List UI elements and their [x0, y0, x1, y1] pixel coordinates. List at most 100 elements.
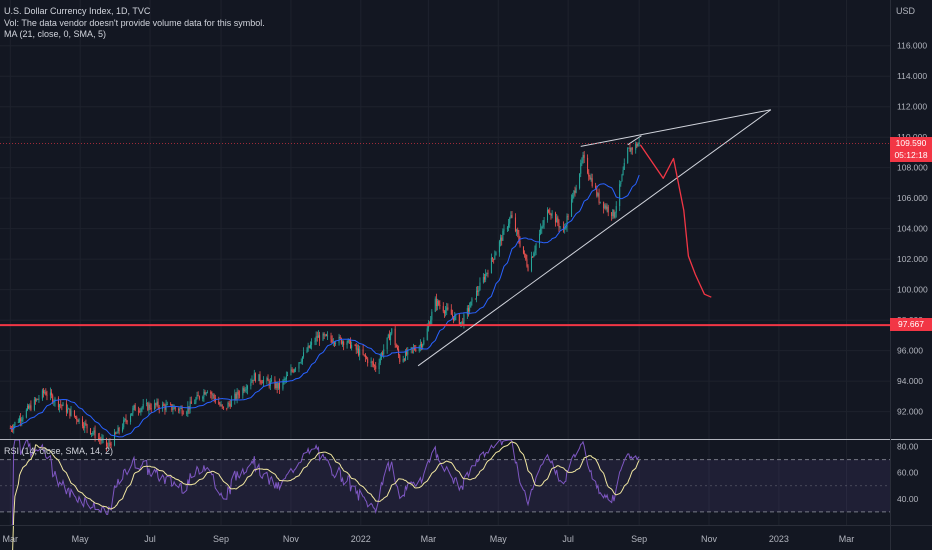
candle-body: [222, 406, 224, 408]
candle-body: [404, 351, 406, 361]
rsi-tick-label: 40.00: [897, 494, 919, 504]
candle-body: [235, 393, 237, 399]
candle-body: [196, 395, 198, 399]
candle-body: [567, 216, 569, 218]
candle-body: [122, 427, 124, 431]
candle-body: [466, 308, 468, 315]
candle-body: [295, 368, 297, 370]
y-tick-label: 96.000: [897, 346, 923, 356]
candle-body: [517, 229, 519, 235]
y-tick-label: 112.000: [897, 102, 927, 112]
candle-body: [130, 415, 132, 422]
candle-body: [218, 401, 220, 405]
x-tick-label: Sep: [213, 534, 229, 544]
candle-body: [86, 424, 88, 429]
candle-body: [423, 340, 425, 345]
candle-body: [138, 410, 140, 412]
candle-body: [519, 241, 521, 247]
chart-title[interactable]: U.S. Dollar Currency Index, 1D, TVC: [4, 6, 151, 16]
candle-body: [492, 257, 494, 259]
candle-body: [221, 404, 223, 407]
candle-body: [543, 220, 545, 226]
candle-body: [503, 229, 505, 231]
candle-body: [132, 408, 134, 414]
candle-body: [556, 217, 558, 223]
candle-body: [17, 422, 19, 423]
candle-body: [422, 344, 424, 348]
candle-body: [629, 147, 631, 152]
candle-body: [339, 336, 341, 339]
candle-body: [620, 181, 622, 185]
candle-body: [106, 438, 108, 447]
candle-body: [298, 362, 300, 369]
candle-body: [250, 382, 252, 387]
candle-body: [91, 433, 93, 434]
candle-body: [117, 427, 119, 434]
candle-body: [343, 341, 345, 346]
candle-body: [59, 404, 61, 408]
y-tick-label: 106.000: [897, 193, 928, 203]
candle-body: [293, 369, 295, 372]
candle-body: [266, 378, 268, 380]
candle-body: [477, 290, 479, 292]
candle-body: [379, 357, 381, 363]
candle-body: [527, 266, 529, 271]
candle-body: [203, 391, 205, 397]
candle-body: [439, 304, 441, 307]
candle-body: [470, 301, 472, 308]
candle-body: [637, 144, 639, 147]
candle-body: [596, 188, 598, 196]
candle-body: [54, 398, 56, 402]
candle-body: [395, 344, 397, 348]
candle-body: [375, 365, 377, 370]
candle-body: [99, 437, 101, 440]
candle-body: [478, 290, 480, 292]
candle-body: [613, 209, 615, 218]
candle-body: [354, 344, 356, 346]
inner-trendline: [627, 135, 642, 146]
candle-body: [508, 223, 510, 228]
countdown-badge: 05:12:18: [890, 149, 932, 162]
candle-body: [178, 408, 180, 411]
candle-body: [186, 412, 188, 414]
candle-body: [606, 206, 608, 209]
candle-body: [100, 439, 102, 441]
x-tick-label: Sep: [631, 534, 647, 544]
candle-body: [415, 349, 417, 351]
candle-body: [467, 308, 469, 312]
candle-body: [309, 344, 311, 348]
candle-body: [621, 174, 623, 182]
candle-body: [70, 410, 72, 416]
candle-body: [276, 383, 278, 389]
candle-body: [359, 349, 361, 356]
candle-body: [41, 390, 43, 399]
candle-body: [335, 342, 337, 344]
candle-body: [22, 417, 24, 420]
candle-body: [347, 339, 349, 343]
ma-legend[interactable]: MA (21, close, 0, SMA, 5): [4, 29, 107, 39]
candle-body: [590, 178, 592, 180]
candle-body: [540, 228, 542, 234]
rsi-ma-line: [12, 441, 640, 550]
candle-body: [76, 417, 78, 421]
candle-body: [431, 311, 433, 320]
candle-body: [461, 321, 463, 323]
candle-body: [314, 341, 316, 343]
candle-body: [399, 355, 401, 362]
candle-body: [212, 394, 214, 396]
candle-body: [450, 309, 452, 315]
candle-body: [434, 298, 436, 312]
candle-body: [506, 227, 508, 230]
candle-body: [558, 223, 560, 228]
rsi-legend[interactable]: RSI (14, close, SMA, 14, 2): [4, 446, 114, 456]
candle-body: [612, 209, 614, 217]
candle-body: [509, 217, 511, 224]
candle-body: [550, 214, 552, 216]
candle-body: [258, 374, 260, 382]
candle-body: [526, 259, 528, 267]
candle-body: [180, 407, 182, 409]
candle-body: [374, 365, 376, 367]
candle-body: [559, 226, 561, 228]
candle-body: [299, 362, 301, 364]
